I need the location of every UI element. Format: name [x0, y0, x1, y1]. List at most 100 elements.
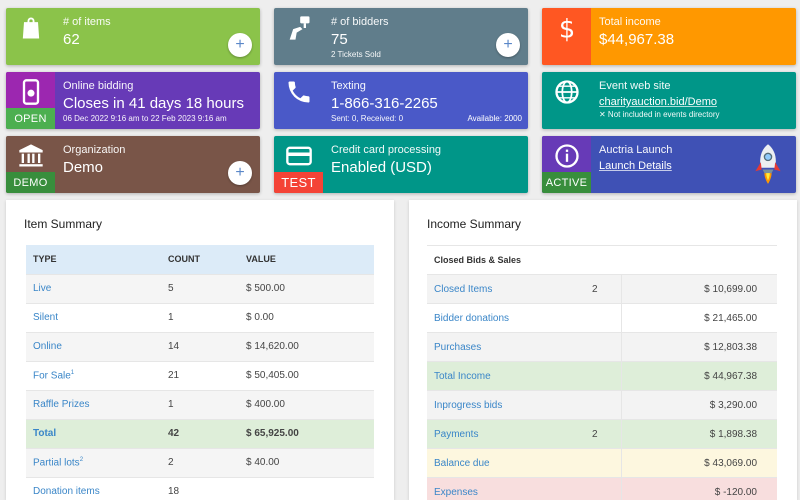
- row-type-label: Partial lots: [33, 457, 80, 469]
- building-icon: [6, 136, 55, 193]
- status-badge-test: TEST: [274, 172, 323, 193]
- income-label[interactable]: Total Income: [427, 361, 585, 391]
- rocket-icon: [755, 144, 781, 184]
- row-value: $ 50,405.00: [239, 361, 374, 391]
- income-row: Inprogress bids $ 3,290.00: [427, 390, 777, 420]
- income-value: $ -120.00: [621, 477, 777, 500]
- online-bidding-tile[interactable]: OPEN Online bidding Closes in 41 days 18…: [6, 72, 260, 129]
- income-value: $ 12,803.38: [621, 332, 777, 362]
- income-value: $ 44,967.38: [621, 361, 777, 391]
- texting-tile[interactable]: Texting 1-866-316-2265 Sent: 0, Received…: [274, 72, 528, 129]
- add-organization-button[interactable]: +: [228, 161, 252, 185]
- col-count: COUNT: [161, 245, 239, 275]
- website-label: Event web site: [599, 80, 671, 92]
- status-badge-demo: DEMO: [6, 172, 55, 193]
- website-link[interactable]: charityauction.bid/Demo: [599, 96, 718, 108]
- event-website-tile[interactable]: Event web site charityauction.bid/Demo ✕…: [542, 72, 796, 129]
- row-count: 1: [161, 390, 239, 420]
- footnote-marker: 2: [79, 456, 84, 463]
- income-count: [585, 332, 622, 362]
- items-value: 62: [63, 31, 80, 48]
- income-count: 2: [585, 274, 622, 304]
- income-count: [585, 303, 622, 333]
- row-count: 42: [161, 419, 239, 449]
- row-value: $ 0.00: [239, 303, 374, 333]
- table-row: Raffle Prizes 1 $ 400.00: [26, 390, 374, 420]
- income-summary-title: Income Summary: [427, 217, 522, 231]
- add-item-button[interactable]: +: [228, 33, 252, 57]
- income-row: Purchases $ 12,803.38: [427, 332, 777, 362]
- items-tile[interactable]: # of items 62 +: [6, 8, 260, 65]
- row-value: $ 40.00: [239, 448, 374, 478]
- income-label[interactable]: Inprogress bids: [427, 390, 585, 420]
- income-value: $44,967.38: [599, 31, 675, 48]
- row-type[interactable]: Partial lots2: [26, 448, 161, 478]
- footnote-marker: 1: [70, 369, 75, 376]
- row-type[interactable]: For Sale1: [26, 361, 161, 391]
- website-directory-note: ✕ Not included in events directory: [599, 110, 720, 119]
- bidding-label: Online bidding: [63, 80, 134, 92]
- row-value: $ 14,620.00: [239, 332, 374, 362]
- income-tile[interactable]: $ Total income $44,967.38: [542, 8, 796, 65]
- row-value: $ 500.00: [239, 274, 374, 304]
- row-count: 21: [161, 361, 239, 391]
- table-row: For Sale1 21 $ 50,405.00: [26, 361, 374, 391]
- bidders-tile[interactable]: # of bidders 75 2 Tickets Sold +: [274, 8, 528, 65]
- income-row: Balance due $ 43,069.00: [427, 448, 777, 478]
- launch-label: Auctria Launch: [599, 144, 673, 156]
- income-label[interactable]: Bidder donations: [427, 303, 585, 333]
- income-row: Payments 2 $ 1,898.38: [427, 419, 777, 449]
- income-label[interactable]: Closed Items: [427, 274, 585, 304]
- bidders-label: # of bidders: [331, 16, 389, 28]
- income-label[interactable]: Balance due: [427, 448, 585, 478]
- item-summary-title: Item Summary: [24, 217, 103, 231]
- texting-label: Texting: [331, 80, 366, 92]
- row-value: $ 65,925.00: [239, 419, 374, 449]
- row-value: [239, 477, 374, 500]
- income-label: Total income: [599, 16, 661, 28]
- income-value: $ 21,465.00: [621, 303, 777, 333]
- row-type[interactable]: Online: [26, 332, 161, 362]
- bidders-value: 75: [331, 31, 348, 48]
- col-type: TYPE: [26, 245, 161, 275]
- launch-details-link[interactable]: Launch Details: [599, 160, 672, 172]
- income-label[interactable]: Payments: [427, 419, 585, 449]
- card-label: Credit card processing: [331, 144, 442, 156]
- shopping-bag-icon: [6, 8, 55, 65]
- row-type: Total: [26, 419, 161, 449]
- row-type[interactable]: Donation items: [26, 477, 161, 500]
- col-value: VALUE: [239, 245, 374, 275]
- income-summary-panel: Income Summary Closed Bids & Sales Close…: [409, 200, 797, 500]
- organization-tile[interactable]: DEMO Organization Demo +: [6, 136, 260, 193]
- row-count: 2: [161, 448, 239, 478]
- table-row: Donation items 18: [26, 477, 374, 500]
- income-label[interactable]: Expenses: [427, 477, 585, 500]
- svg-text:$: $: [558, 14, 574, 42]
- items-label: # of items: [63, 16, 111, 28]
- row-count: 18: [161, 477, 239, 500]
- row-type[interactable]: Raffle Prizes: [26, 390, 161, 420]
- table-row: Silent 1 $ 0.00: [26, 303, 374, 333]
- add-bidder-button[interactable]: +: [496, 33, 520, 57]
- credit-card-tile[interactable]: TEST Credit card processing Enabled (USD…: [274, 136, 528, 193]
- auctria-launch-tile[interactable]: ACTIVE Auctria Launch Launch Details: [542, 136, 796, 193]
- income-row: Expenses $ -120.00: [427, 477, 777, 500]
- income-summary-table: Closed Bids & Sales Closed Items 2 $ 10,69…: [427, 245, 777, 500]
- income-count: [585, 477, 622, 500]
- bidding-value: Closes in 41 days 18 hours: [63, 95, 244, 112]
- dollar-icon: $: [542, 8, 591, 65]
- texting-number: 1-866-316-2265: [331, 95, 438, 112]
- texting-counts: Sent: 0, Received: 0: [331, 114, 404, 123]
- income-label[interactable]: Purchases: [427, 332, 585, 362]
- status-badge-active: ACTIVE: [542, 172, 591, 193]
- total-row: Total 42 $ 65,925.00: [26, 419, 374, 449]
- row-type-label: For Sale: [33, 370, 71, 382]
- closed-bids-header: Closed Bids & Sales: [427, 245, 777, 275]
- item-summary-panel: Item Summary TYPE COUNT VALUE Live 5 $ 5…: [6, 200, 394, 500]
- row-type[interactable]: Live: [26, 274, 161, 304]
- org-label: Organization: [63, 144, 126, 156]
- row-type[interactable]: Silent: [26, 303, 161, 333]
- globe-icon: [542, 72, 591, 129]
- card-value: Enabled (USD): [331, 159, 432, 176]
- row-count: 5: [161, 274, 239, 304]
